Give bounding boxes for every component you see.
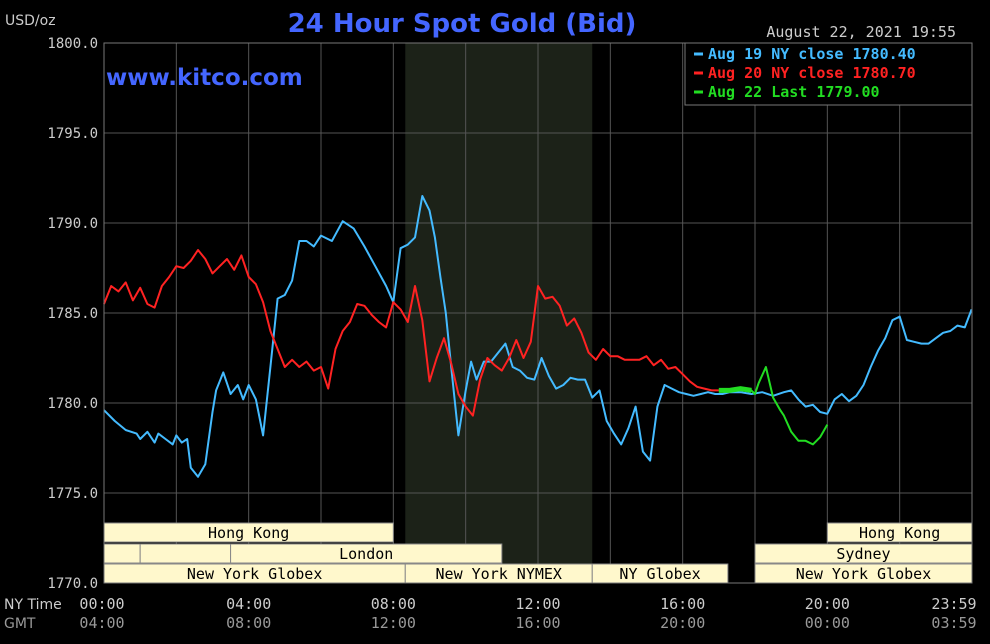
session-bar <box>139 543 232 564</box>
series-line-overlap <box>718 386 752 393</box>
session-label: Hong Kong <box>208 524 289 542</box>
x-tick-label-gmt: 03:59 <box>931 614 976 632</box>
x-tick-label-gmt: 08:00 <box>226 614 271 632</box>
timestamp: August 22, 2021 19:55 <box>766 23 956 41</box>
gmt-label: GMT <box>4 616 36 632</box>
series-line <box>103 195 973 478</box>
series-line <box>103 249 719 417</box>
x-tick-label-gmt: 20:00 <box>660 614 705 632</box>
y-tick-labels: 1800.0 1795.0 1790.0 1785.0 1780.0 1775.0 1770… <box>47 36 98 592</box>
y-tick-label: 1785.0 <box>47 306 98 322</box>
x-tick-label-ny: 23:59 <box>931 595 976 613</box>
x-tick-label-ny: 12:00 <box>515 595 560 613</box>
watermark-url: www.kitco.com <box>106 65 303 91</box>
x-tick-labels: 00:00 04:00 08:00 12:00 16:00 20:00 23:5904:00… <box>79 595 976 632</box>
x-tick-label-gmt: 04:00 <box>79 614 124 632</box>
y-tick-label: 1795.0 <box>47 126 98 142</box>
session-label: Sydney <box>836 545 890 563</box>
session-bar <box>103 543 141 564</box>
legend-box <box>684 42 973 106</box>
y-tick-label: 1800.0 <box>47 36 98 52</box>
x-tick-label-ny: 16:00 <box>660 595 705 613</box>
chart-title: 24 Hour Spot Gold (Bid) <box>288 9 637 39</box>
x-tick-label-gmt: 00:00 <box>805 614 850 632</box>
x-tick-label-ny: 00:00 <box>79 595 124 613</box>
x-tick-label-gmt: 16:00 <box>515 614 560 632</box>
y-tick-label: 1780.0 <box>47 396 98 412</box>
ny-time-label: NY Time <box>4 597 62 613</box>
session-bar <box>230 543 503 564</box>
session-label: NY Globex <box>619 565 700 583</box>
x-tick-label-gmt: 12:00 <box>371 614 416 632</box>
session-bars: Hong Kong London New York Globex New York N… <box>103 522 973 584</box>
series-lines <box>103 195 973 478</box>
session-label: Hong Kong <box>859 524 940 542</box>
x-tick-label-ny: 04:00 <box>226 595 271 613</box>
session-label: New York Globex <box>796 565 931 583</box>
y-tick-label: 1790.0 <box>47 216 98 232</box>
legend-entry: Aug 22 Last 1779.00 <box>708 83 880 101</box>
y-axis-unit: USD/oz <box>5 13 56 29</box>
x-tick-label-ny: 08:00 <box>371 595 416 613</box>
x-tick-label-ny: 20:00 <box>805 595 850 613</box>
legend-entry: Aug 20 NY close 1780.70 <box>708 64 916 82</box>
session-label: New York Globex <box>187 565 322 583</box>
session-label: London <box>339 545 393 563</box>
session-label: New York NYMEX <box>436 565 562 583</box>
legend-entry: Aug 19 NY close 1780.40 <box>708 45 916 63</box>
y-tick-label: 1770.0 <box>47 576 98 592</box>
plot-frame <box>103 42 973 584</box>
y-tick-label: 1775.0 <box>47 486 98 502</box>
